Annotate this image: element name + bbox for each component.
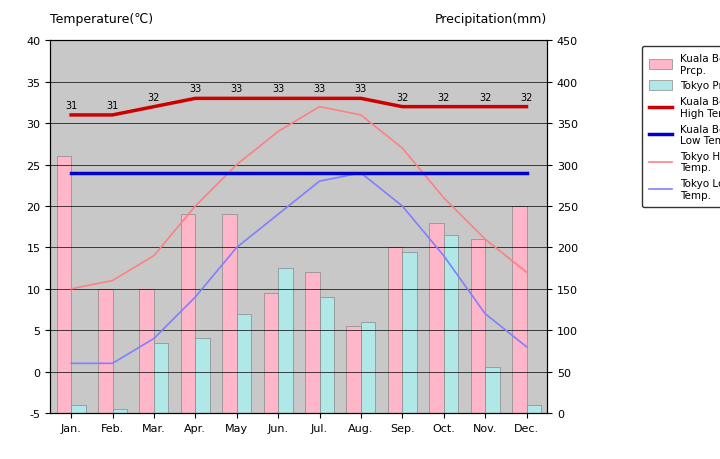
Bar (429, 223, 444, 413)
Bar (154, 343, 168, 413)
Text: 32: 32 (479, 92, 491, 102)
Bar (264, 293, 278, 413)
Bar (140, 289, 154, 413)
Text: 32: 32 (438, 92, 450, 102)
Legend: Kuala Belait
Prcp., Tokyo Prcp., Kuala Belait
High Temp., Kuala Belait
Low Temp.: Kuala Belait Prcp., Tokyo Prcp., Kuala B… (642, 46, 720, 207)
Text: 33: 33 (189, 84, 202, 94)
Bar (471, 240, 485, 413)
Bar (195, 339, 210, 413)
Bar (278, 269, 292, 413)
Bar (98, 289, 112, 413)
Bar (71, 405, 86, 413)
Text: 33: 33 (230, 84, 243, 94)
Text: 33: 33 (313, 84, 325, 94)
Bar (181, 215, 195, 413)
Text: 32: 32 (521, 92, 533, 102)
Text: 31: 31 (65, 101, 77, 111)
Text: 31: 31 (107, 101, 119, 111)
Bar (402, 252, 417, 413)
Text: 32: 32 (396, 92, 408, 102)
Bar (222, 215, 237, 413)
Bar (57, 157, 71, 413)
Text: 33: 33 (355, 84, 367, 94)
Text: Precipitation(mm): Precipitation(mm) (435, 13, 547, 27)
Bar (305, 273, 320, 413)
Text: Temperature(℃): Temperature(℃) (50, 13, 153, 27)
Bar (512, 207, 526, 413)
Bar (388, 248, 402, 413)
Bar (112, 409, 127, 413)
Bar (526, 405, 541, 413)
Text: 32: 32 (148, 92, 160, 102)
Bar (320, 297, 334, 413)
Bar (361, 322, 375, 413)
Bar (444, 235, 458, 413)
Text: 33: 33 (272, 84, 284, 94)
Bar (346, 326, 361, 413)
Bar (237, 314, 251, 413)
Bar (485, 368, 500, 413)
